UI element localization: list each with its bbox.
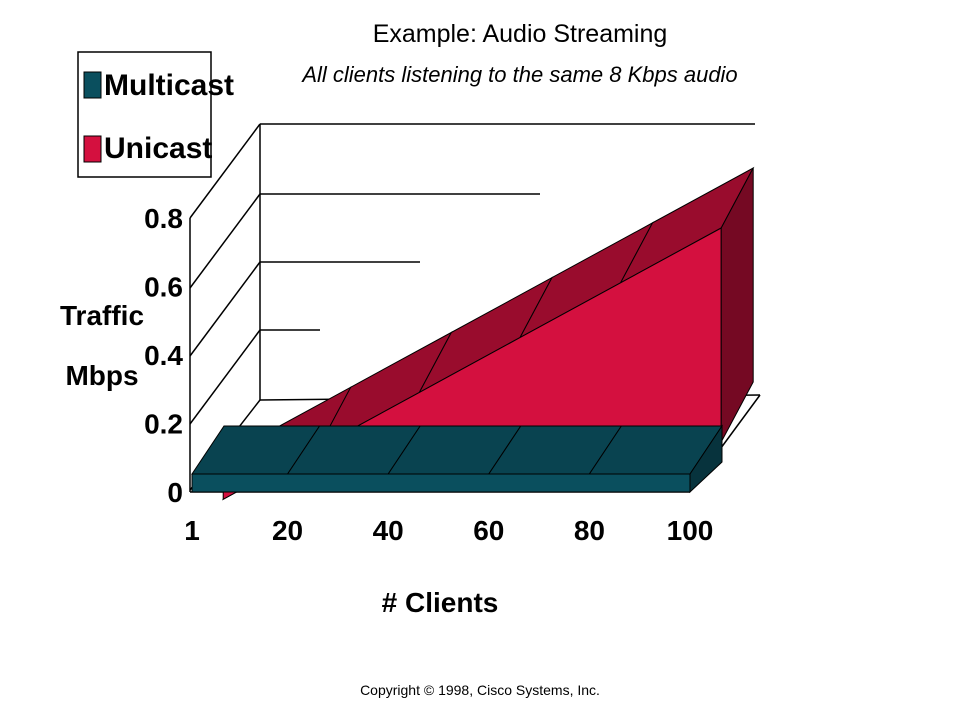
y-tick-label: 0.6 <box>144 272 183 303</box>
chart-subtitle: All clients listening to the same 8 Kbps… <box>300 62 737 87</box>
multicast-front-face <box>191 473 691 493</box>
y-tick-labels: 0 0.2 0.4 0.6 0.8 <box>144 203 183 508</box>
multicast-side-face <box>689 424 723 494</box>
x-tick-label: 100 <box>667 515 714 546</box>
legend-label-multicast: Multicast <box>104 69 234 102</box>
x-tick-label: 20 <box>272 515 303 546</box>
unicast-side-face <box>720 167 754 443</box>
y-axis-label-line1: Traffic <box>60 300 144 331</box>
y-tick-label: 0.8 <box>144 203 183 234</box>
legend-swatch-unicast <box>83 135 102 163</box>
series-multicast <box>191 424 723 494</box>
legend-swatch-multicast <box>83 71 102 99</box>
x-tick-label: 1 <box>184 515 200 546</box>
x-tick-labels: 1 20 40 60 80 100 <box>184 515 713 546</box>
y-tick-label: 0 <box>167 477 183 508</box>
x-tick-label: 60 <box>473 515 504 546</box>
copyright-notice: Copyright © 1998, Cisco Systems, Inc. <box>360 682 600 698</box>
x-axis-label: # Clients <box>382 587 499 618</box>
y-tick-label: 0.4 <box>144 340 183 371</box>
y-axis-label-line2: Mbps <box>65 360 138 391</box>
x-tick-label: 80 <box>574 515 605 546</box>
chart-title: Example: Audio Streaming <box>373 20 668 48</box>
x-tick-label: 40 <box>373 515 404 546</box>
y-tick-label: 0.2 <box>144 409 183 440</box>
legend-label-unicast: Unicast <box>104 132 212 165</box>
legend: Multicast Unicast <box>77 51 234 178</box>
